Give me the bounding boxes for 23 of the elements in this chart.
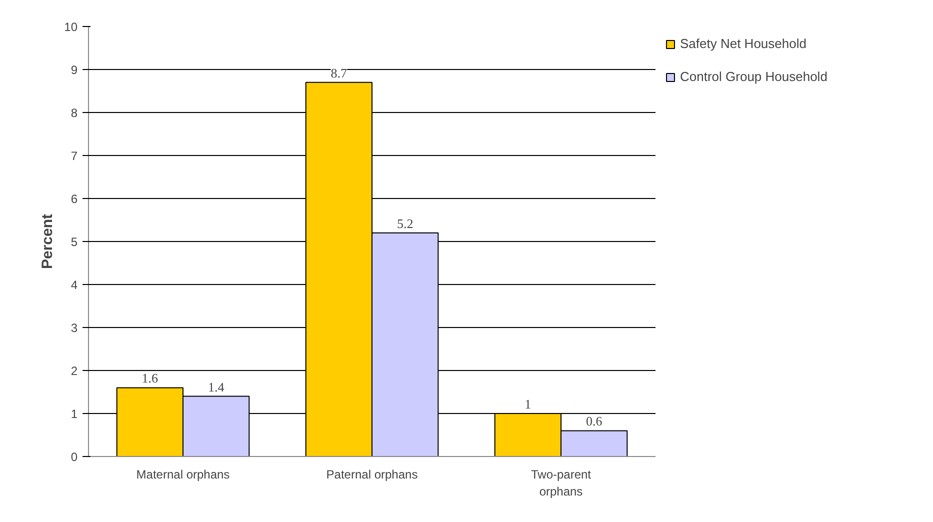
y-tick-label: 10 <box>64 20 78 34</box>
y-tick-label: 2 <box>70 364 78 378</box>
data-label: 0.6 <box>586 414 603 429</box>
y-tick-label: 1 <box>70 407 78 421</box>
y-tick-label: 0 <box>70 450 78 464</box>
legend-label: Safety Net Household <box>680 36 806 51</box>
y-tick-label: 9 <box>70 63 78 77</box>
y-tick-label: 3 <box>70 321 78 335</box>
x-tick-label: Paternal orphans <box>326 468 418 482</box>
data-label: 1.4 <box>208 379 225 394</box>
legend-label: Control Group Household <box>680 69 828 84</box>
y-tick-label: 7 <box>70 149 78 163</box>
x-tick-label: Two-parent orphans <box>530 468 592 498</box>
data-label: 1 <box>524 396 532 412</box>
data-label: 5.2 <box>396 216 414 231</box>
y-tick-label: 8 <box>70 106 78 120</box>
y-axis-title: Percent <box>39 214 56 270</box>
x-tick-label: Maternal orphans <box>136 468 230 482</box>
y-tick-label: 6 <box>70 192 78 206</box>
data-label: 1.6 <box>142 370 159 386</box>
y-tick-label: 4 <box>70 278 78 292</box>
y-tick-label: 5 <box>70 235 78 249</box>
data-label: 8.7 <box>330 65 348 80</box>
